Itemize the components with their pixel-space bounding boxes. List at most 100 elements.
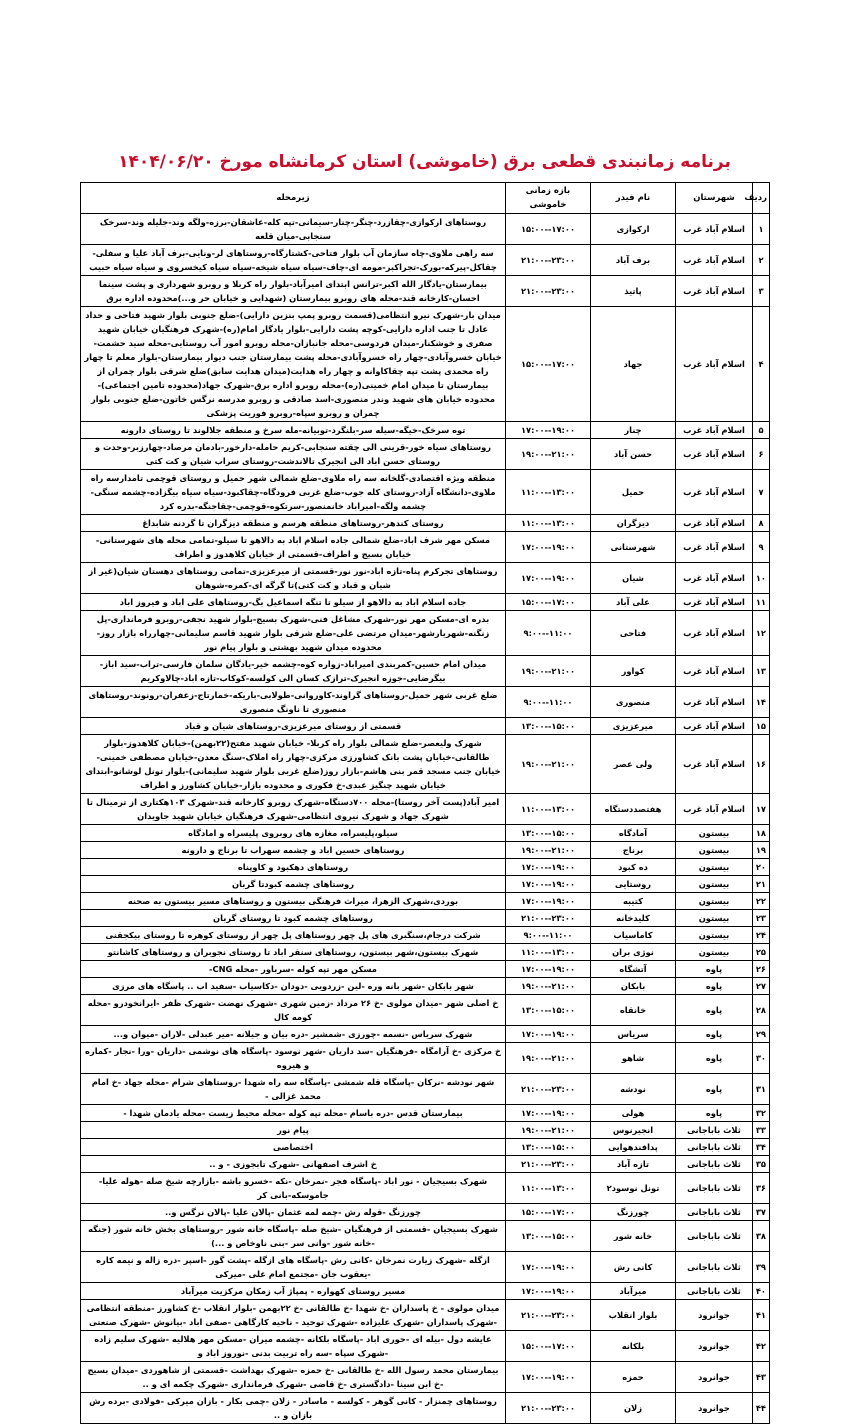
row-number-cell: ۶ <box>752 438 770 470</box>
city-cell: اسلام آباد غرب <box>675 793 753 825</box>
outage-time-cell: ۱۳:۰۰--۱۵:۰۰ <box>505 994 591 1026</box>
zone-cell: منطقه ویژه اقتصادی-گلخانه سه راه ملاوی-ض… <box>80 469 506 515</box>
table-row: ۳۲ پاوه هولی ۱۷:۰۰--۱۹:۰۰ بیمارستان قدس -دره… <box>80 1104 770 1122</box>
outage-time-cell: ۱۱:۰۰--۱۳:۰۰ <box>505 514 591 532</box>
feeder-cell: ده کبود <box>590 858 676 876</box>
table-row: ۴ اسلام آباد غرب جهاد ۱۵:۰۰--۱۷:۰۰ میدان بار… <box>80 306 770 422</box>
city-cell: اسلام آباد غرب <box>675 514 753 532</box>
outage-time-cell: ۱۹:۰۰--۲۱:۰۰ <box>505 977 591 995</box>
row-number-cell: ۲۵ <box>752 943 770 961</box>
outage-time-cell: ۱۷:۰۰--۱۹:۰۰ <box>505 858 591 876</box>
row-number-cell: ۳۶ <box>752 1172 770 1204</box>
outage-time-cell: ۱۵:۰۰--۱۷:۰۰ <box>505 1330 591 1362</box>
feeder-cell: کواور <box>590 655 676 687</box>
row-number-cell: ۱۱ <box>752 593 770 611</box>
city-cell: اسلام آباد غرب <box>675 655 753 687</box>
zone-cell: میدان مولوی - خ پاسداران -خ شهدا -خ طالق… <box>80 1299 506 1331</box>
header-outage-time: بازه زمانی خاموشی <box>505 182 591 214</box>
city-cell: پاوه <box>675 994 753 1026</box>
table-row: ۱۱ اسلام آباد غرب علی آباد ۱۵:۰۰--۱۷:۰۰ جاده… <box>80 593 770 611</box>
outage-time-cell: ۱۳:۰۰--۱۵:۰۰ <box>505 1138 591 1156</box>
zone-cell: خ مرکزی -خ آرامگاه -فرهنگیان -سد داریان … <box>80 1042 506 1074</box>
zone-cell: شهرک بیستون،شهر بیستون، روستاهای سنقر اب… <box>80 943 506 961</box>
outage-time-cell: ۱۷:۰۰--۱۹:۰۰ <box>505 1104 591 1122</box>
outage-time-cell: ۹:۰۰--۱۱:۰۰ <box>505 610 591 656</box>
table-row: ۳ اسلام آباد غرب پاتیذ ۲۱:۰۰--۲۳:۰۰ بیمارستا… <box>80 275 770 307</box>
zone-cell: قسمتی از روستای میرعزیزی-روستاهای شیان و… <box>80 717 506 735</box>
table-row: ۱۶ اسلام آباد غرب ولی عصر ۱۹:۰۰--۲۱:۰۰ شهرک … <box>80 734 770 794</box>
city-cell: اسلام آباد غرب <box>675 421 753 439</box>
zone-cell: مسکن مهر تپه کوله -سرباور -محله CNG- <box>80 960 506 978</box>
zone-cell: سیلو،پلیسراه، مغازه های روبروی پلیسراه و… <box>80 824 506 842</box>
table-row: ۴۳ جوانرود حمزه ۱۷:۰۰--۱۹:۰۰ بیمارستان محمد … <box>80 1361 770 1393</box>
feeder-cell: آتشگاه <box>590 960 676 978</box>
table-row: ۲۲ بیستون کتیبه ۱۷:۰۰--۱۹:۰۰ بوردی،شهرک الزه… <box>80 892 770 910</box>
outage-time-cell: ۱۹:۰۰--۲۱:۰۰ <box>505 438 591 470</box>
table-row: ۴۱ جوانرود بلوار انقلاب ۲۱:۰۰--۲۳:۰۰ میدان م… <box>80 1299 770 1331</box>
zone-cell: بیمارستان قدس -دره باسام -محله تپه کوله … <box>80 1104 506 1122</box>
feeder-cell: تازه آباد <box>590 1155 676 1173</box>
outage-time-cell: ۱۷:۰۰--۱۹:۰۰ <box>505 892 591 910</box>
city-cell: ثلاث باباجانی <box>675 1282 753 1300</box>
feeder-cell: نوژی بران <box>590 943 676 961</box>
row-number-cell: ۲۲ <box>752 892 770 910</box>
feeder-cell: کانی رش <box>590 1251 676 1283</box>
city-cell: جوانرود <box>675 1392 753 1424</box>
outage-time-cell: ۱۷:۰۰--۱۹:۰۰ <box>505 960 591 978</box>
table-row: ۱۳ اسلام آباد غرب کواور ۱۹:۰۰--۲۱:۰۰ میدان ا… <box>80 655 770 687</box>
city-cell: پاوه <box>675 977 753 995</box>
outage-time-cell: ۲۱:۰۰--۲۳:۰۰ <box>505 275 591 307</box>
outage-time-cell: ۱۱:۰۰--۱۳:۰۰ <box>505 1172 591 1204</box>
feeder-cell: پدافندهوایی <box>590 1138 676 1156</box>
feeder-cell: روستایی <box>590 875 676 893</box>
feeder-cell: بابکان <box>590 977 676 995</box>
outage-time-cell: ۱۱:۰۰--۱۳:۰۰ <box>505 469 591 515</box>
row-number-cell: ۳۹ <box>752 1251 770 1283</box>
row-number-cell: ۴ <box>752 306 770 422</box>
feeder-cell: برناج <box>590 841 676 859</box>
zone-cell: اختصاصی <box>80 1138 506 1156</box>
city-cell: پاوه <box>675 1025 753 1043</box>
feeder-cell: میرعزیزی <box>590 717 676 735</box>
zone-cell: روستاهای چشمه کبود تا روستای گربان <box>80 909 506 927</box>
city-cell: اسلام آباد غرب <box>675 244 753 276</box>
city-cell: اسلام آباد غرب <box>675 306 753 422</box>
row-number-cell: ۴۲ <box>752 1330 770 1362</box>
row-number-cell: ۸ <box>752 514 770 532</box>
feeder-cell: میرآباد <box>590 1282 676 1300</box>
table-row: ۵ اسلام آباد غرب چنار ۱۷:۰۰--۱۹:۰۰ توه سرخک-… <box>80 421 770 439</box>
outage-time-cell: ۱۹:۰۰--۲۱:۰۰ <box>505 734 591 794</box>
zone-cell: ازگله -شهرک زیارت نمرخان -کانی رش -پاسگا… <box>80 1251 506 1283</box>
outage-time-cell: ۲۱:۰۰--۲۳:۰۰ <box>505 909 591 927</box>
header-row-number: ردیف <box>744 182 770 214</box>
city-cell: اسلام آباد غرب <box>675 275 753 307</box>
feeder-cell: هولی <box>590 1104 676 1122</box>
city-cell: اسلام آباد غرب <box>675 438 753 470</box>
city-cell: ثلاث باباجانی <box>675 1172 753 1204</box>
feeder-cell: چنار <box>590 421 676 439</box>
zone-cell: عایشه دول -بیله ای -حوری اباد -پاسگاه بل… <box>80 1330 506 1362</box>
table-row: ۷ اسلام آباد غرب حمیل ۱۱:۰۰--۱۳:۰۰ منطقه ویژ… <box>80 469 770 515</box>
feeder-cell: سریاس <box>590 1025 676 1043</box>
row-number-cell: ۳۴ <box>752 1138 770 1156</box>
feeder-cell: حمیل <box>590 469 676 515</box>
row-number-cell: ۲۸ <box>752 994 770 1026</box>
row-number-cell: ۵ <box>752 421 770 439</box>
row-number-cell: ۳۵ <box>752 1155 770 1173</box>
zone-cell: میدان بار-شهرک نیرو انتظامی(قسمت روبرو پ… <box>80 306 506 422</box>
zone-cell: روستاهای دهکبود و کاوپناه <box>80 858 506 876</box>
row-number-cell: ۱۰ <box>752 562 770 594</box>
outage-time-cell: ۱۵:۰۰--۱۷:۰۰ <box>505 213 591 245</box>
table-row: ۳۷ ثلاث باباجانی چورزنگ ۱۵:۰۰--۱۷:۰۰ چورزنگ … <box>80 1203 770 1221</box>
row-number-cell: ۲۶ <box>752 960 770 978</box>
table-header-row: ردیف شهرستان نام فیدر بازه زمانی خاموشی … <box>80 182 770 214</box>
city-cell: پاوه <box>675 960 753 978</box>
table-row: ۳۸ ثلاث باباجانی خانه شور ۱۳:۰۰--۱۵:۰۰ شهرک … <box>80 1220 770 1252</box>
row-number-cell: ۳۰ <box>752 1042 770 1074</box>
table-row: ۲۹ پاوه سریاس ۱۷:۰۰--۱۹:۰۰ شهرک سریاس -نسمه … <box>80 1025 770 1043</box>
zone-cell: روستاهای حسین اباد و چشمه سهراب تا برناج… <box>80 841 506 859</box>
table-row: ۲۳ بیستون کلیدخانه ۲۱:۰۰--۲۳:۰۰ روستاهای چشم… <box>80 909 770 927</box>
table-row: ۳۹ ثلاث باباجانی کانی رش ۱۷:۰۰--۱۹:۰۰ ازگله … <box>80 1251 770 1283</box>
feeder-cell: خانه شور <box>590 1220 676 1252</box>
outage-time-cell: ۱۵:۰۰--۱۷:۰۰ <box>505 306 591 422</box>
